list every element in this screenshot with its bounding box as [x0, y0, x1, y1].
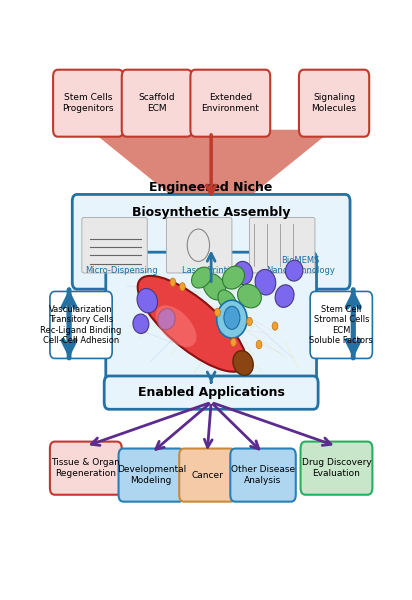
- Text: BioMEMS
Nanotechnology: BioMEMS Nanotechnology: [266, 256, 335, 275]
- FancyBboxPatch shape: [249, 218, 315, 273]
- Text: Enabled Applications: Enabled Applications: [138, 386, 285, 399]
- Circle shape: [231, 338, 236, 346]
- Ellipse shape: [286, 260, 303, 281]
- FancyBboxPatch shape: [122, 70, 192, 137]
- Ellipse shape: [218, 290, 236, 311]
- FancyBboxPatch shape: [230, 449, 296, 502]
- FancyBboxPatch shape: [166, 218, 232, 273]
- Circle shape: [180, 283, 185, 291]
- Ellipse shape: [158, 308, 175, 329]
- FancyBboxPatch shape: [179, 449, 235, 502]
- FancyBboxPatch shape: [119, 449, 184, 502]
- Circle shape: [272, 322, 278, 330]
- Text: Laser Printing: Laser Printing: [182, 266, 240, 275]
- Ellipse shape: [233, 350, 253, 376]
- Text: Signaling
Molecules: Signaling Molecules: [311, 94, 357, 113]
- FancyBboxPatch shape: [50, 292, 112, 358]
- Ellipse shape: [138, 276, 246, 372]
- Ellipse shape: [203, 274, 226, 300]
- Text: Developmental
Modeling: Developmental Modeling: [117, 466, 186, 485]
- FancyBboxPatch shape: [106, 252, 316, 384]
- Text: Tissue & Organ
Regeneration: Tissue & Organ Regeneration: [52, 458, 120, 478]
- Ellipse shape: [222, 266, 244, 289]
- FancyBboxPatch shape: [104, 376, 318, 409]
- Circle shape: [215, 308, 220, 316]
- Ellipse shape: [234, 262, 253, 284]
- Text: Biosynthetic Assembly: Biosynthetic Assembly: [132, 206, 290, 219]
- Text: Other Disease
Analysis: Other Disease Analysis: [231, 466, 295, 485]
- Ellipse shape: [217, 300, 247, 338]
- Circle shape: [224, 306, 240, 329]
- Text: Cancer: Cancer: [191, 470, 223, 479]
- Ellipse shape: [137, 289, 157, 313]
- Text: Scaffold
ECM: Scaffold ECM: [138, 94, 175, 113]
- Ellipse shape: [192, 267, 212, 288]
- Ellipse shape: [156, 305, 197, 347]
- Text: Drug Discovery
Evaluation: Drug Discovery Evaluation: [302, 458, 371, 478]
- FancyBboxPatch shape: [50, 442, 122, 495]
- FancyBboxPatch shape: [82, 218, 147, 273]
- Text: Engineered Niche: Engineered Niche: [150, 181, 273, 194]
- Circle shape: [256, 340, 262, 349]
- Text: Extended
Environment: Extended Environment: [201, 94, 259, 113]
- FancyBboxPatch shape: [299, 70, 369, 137]
- Ellipse shape: [255, 269, 276, 295]
- Circle shape: [247, 317, 252, 326]
- FancyBboxPatch shape: [301, 442, 372, 495]
- Text: Stem Cell
Stromal Cells
ECM
Soluble Factors: Stem Cell Stromal Cells ECM Soluble Fact…: [309, 305, 373, 345]
- Text: Vascularization
Transitory Cells
Rec-Ligand Binding
Cell-Cell Adhesion: Vascularization Transitory Cells Rec-Lig…: [40, 305, 122, 345]
- Ellipse shape: [238, 284, 261, 308]
- FancyBboxPatch shape: [310, 292, 372, 358]
- Ellipse shape: [133, 314, 149, 334]
- Text: Micro-Dispensing: Micro-Dispensing: [85, 266, 158, 275]
- Ellipse shape: [275, 285, 294, 307]
- Polygon shape: [90, 130, 332, 197]
- Circle shape: [170, 278, 176, 286]
- FancyBboxPatch shape: [72, 194, 350, 289]
- Text: Stem Cells
Progenitors: Stem Cells Progenitors: [63, 94, 114, 113]
- FancyBboxPatch shape: [53, 70, 123, 137]
- FancyBboxPatch shape: [190, 70, 270, 137]
